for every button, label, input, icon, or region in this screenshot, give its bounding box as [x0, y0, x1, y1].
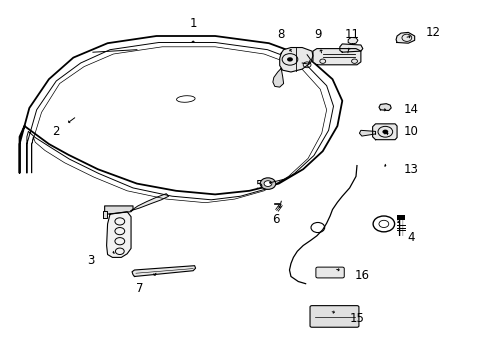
Text: 8: 8 — [277, 28, 285, 41]
Text: 7: 7 — [135, 282, 143, 294]
Circle shape — [260, 178, 275, 189]
Polygon shape — [312, 49, 360, 65]
Circle shape — [264, 181, 271, 186]
FancyBboxPatch shape — [315, 267, 344, 278]
Polygon shape — [272, 68, 283, 87]
Polygon shape — [339, 44, 362, 52]
Polygon shape — [20, 36, 342, 194]
Polygon shape — [395, 32, 414, 43]
Polygon shape — [106, 212, 131, 257]
Circle shape — [382, 130, 387, 134]
Text: 2: 2 — [52, 125, 60, 138]
Text: 12: 12 — [425, 26, 439, 39]
Text: 13: 13 — [403, 163, 417, 176]
Text: 15: 15 — [349, 312, 364, 325]
Text: 4: 4 — [406, 231, 414, 244]
Polygon shape — [359, 130, 375, 136]
Text: 9: 9 — [313, 28, 321, 41]
FancyBboxPatch shape — [309, 306, 358, 327]
Text: 5: 5 — [255, 179, 263, 192]
Polygon shape — [279, 48, 312, 72]
Text: 14: 14 — [403, 103, 417, 116]
Text: 6: 6 — [272, 213, 280, 226]
Polygon shape — [378, 104, 390, 111]
Text: 10: 10 — [403, 125, 417, 138]
Polygon shape — [104, 206, 133, 214]
Circle shape — [286, 57, 292, 62]
Text: 1: 1 — [189, 17, 197, 30]
Text: 16: 16 — [354, 269, 368, 282]
Polygon shape — [372, 124, 396, 140]
Text: 11: 11 — [344, 28, 359, 41]
Polygon shape — [132, 266, 195, 276]
Polygon shape — [347, 37, 357, 44]
Polygon shape — [131, 194, 168, 211]
Text: 3: 3 — [86, 255, 94, 267]
Bar — [396, 215, 404, 220]
Polygon shape — [102, 211, 106, 218]
